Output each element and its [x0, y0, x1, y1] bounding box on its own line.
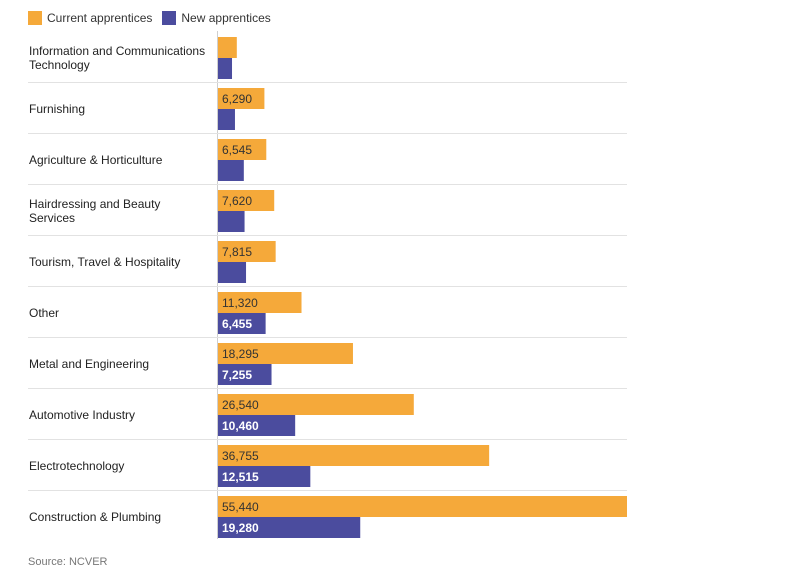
data-label-current: 6,545	[222, 143, 252, 157]
data-label-current: 26,540	[222, 398, 259, 412]
data-label-current: 7,620	[222, 194, 252, 208]
data-label-new: 10,460	[222, 419, 259, 433]
category-label: Furnishing	[29, 102, 85, 116]
bar-new-apprentices	[218, 109, 235, 130]
category-label: Other	[29, 306, 59, 320]
category-label: Tourism, Travel & Hospitality	[29, 255, 180, 269]
category-label: Electrotechnology	[29, 459, 124, 473]
bar-new-apprentices	[218, 364, 272, 385]
category-label: Metal and Engineering	[29, 357, 149, 371]
legend-label-new: New apprentices	[181, 11, 271, 25]
bar-new-apprentices	[218, 517, 361, 538]
bar-new-apprentices	[218, 58, 233, 79]
bar-current-apprentices	[218, 496, 627, 517]
legend-item-new: New apprentices	[162, 11, 271, 25]
legend-swatch-new	[162, 11, 177, 25]
bar-current-apprentices	[218, 37, 237, 58]
category-label: Construction & Plumbing	[29, 510, 161, 524]
bar-chart: Information and Communications Technology…	[28, 31, 627, 539]
category-label: Hairdressing and Beauty Services	[29, 197, 160, 225]
data-label-current: 55,440	[222, 500, 259, 514]
bar-current-apprentices	[218, 394, 414, 415]
data-label-current: 11,320	[222, 296, 258, 310]
bar-new-apprentices	[218, 262, 247, 283]
data-label-current: 36,755	[222, 449, 259, 463]
bar-new-apprentices	[218, 415, 296, 436]
legend-label-current: Current apprentices	[47, 11, 153, 25]
data-label-current: 7,815	[222, 245, 252, 259]
category-label: Agriculture & Horticulture	[29, 153, 163, 167]
bar-new-apprentices	[218, 160, 244, 181]
data-label-new: 19,280	[222, 521, 259, 535]
bar-current-apprentices	[218, 343, 353, 364]
bar-current-apprentices	[218, 445, 490, 466]
category-label: Automotive Industry	[29, 408, 135, 422]
data-label-new: 12,515	[222, 470, 259, 484]
bar-current-apprentices	[218, 241, 276, 262]
bar-current-apprentices	[218, 190, 275, 211]
bar-current-apprentices	[218, 139, 267, 160]
source-note: Source: NCVER	[28, 556, 108, 568]
data-label-new: 7,255	[222, 368, 252, 382]
chart-legend: Current apprentices New apprentices	[28, 9, 281, 27]
legend-item-current: Current apprentices	[28, 11, 152, 25]
category-label: Information and Communications Technology	[29, 44, 205, 72]
data-label-new: 6,455	[222, 317, 252, 331]
bar-new-apprentices	[218, 466, 311, 487]
bar-current-apprentices	[218, 292, 302, 313]
legend-swatch-current	[28, 11, 42, 25]
data-label-current: 18,295	[222, 347, 259, 361]
data-label-current: 6,290	[222, 92, 252, 106]
bar-current-apprentices	[218, 88, 265, 109]
bar-new-apprentices	[218, 313, 266, 334]
bar-new-apprentices	[218, 211, 245, 232]
